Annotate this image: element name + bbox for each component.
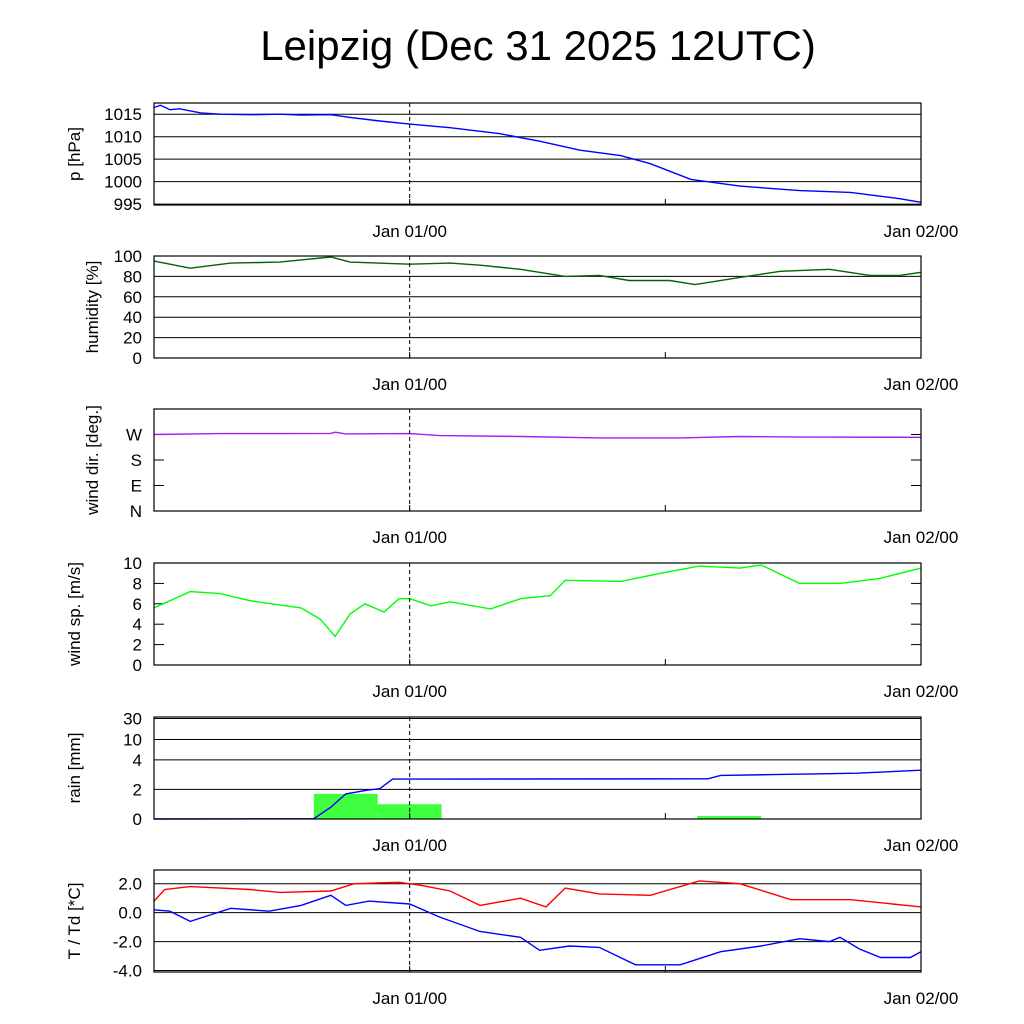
y-axis-label: rain [mm] — [65, 733, 84, 804]
panel-frame — [153, 408, 922, 512]
y-tick-label: 1010 — [104, 128, 142, 147]
y-tick-label: 0 — [133, 349, 142, 368]
x-tick-label: Jan 01/00 — [372, 682, 447, 701]
y-tick-label: 10 — [123, 554, 142, 573]
y-tick-label: 30 — [123, 710, 142, 729]
y-axis-label: humidity [%] — [83, 261, 102, 354]
x-tick-label: Jan 02/00 — [884, 528, 959, 547]
panel-frame — [153, 102, 922, 206]
y-tick-label: 2 — [133, 780, 142, 799]
y-tick-label: 20 — [123, 329, 142, 348]
panel-frame — [153, 869, 922, 973]
series-line-pressure — [153, 104, 922, 203]
panel-frame — [153, 255, 922, 359]
x-tick-label: Jan 01/00 — [372, 836, 447, 855]
y-tick-label: 1015 — [104, 105, 142, 124]
series-line-dew-point — [153, 894, 922, 966]
y-axis-label: p [hPa] — [65, 127, 84, 181]
y-tick-label: 995 — [114, 195, 142, 214]
panel-wind_speed: 108 64 20 wind sp. [m/s] Jan 01/00 Jan 02/00 — [65, 554, 958, 701]
y-axis-label: wind sp. [m/s] — [65, 562, 84, 667]
series-line-wind-direction — [153, 431, 922, 439]
precip-bar — [697, 816, 762, 819]
y-tick-label: -4.0 — [113, 962, 142, 981]
y-tick-label: 1000 — [104, 173, 142, 192]
series-line-wind-speed — [153, 564, 922, 638]
y-tick-label: 80 — [123, 267, 142, 286]
y-tick-label: 2.0 — [118, 875, 142, 894]
y-tick-label: 0.0 — [118, 904, 142, 923]
y-tick-label: 0 — [133, 656, 142, 675]
y-tick-label: 40 — [123, 308, 142, 327]
x-tick-label: Jan 01/00 — [372, 375, 447, 394]
x-tick-label: Jan 01/00 — [372, 989, 447, 1008]
y-tick-label: 60 — [123, 288, 142, 307]
x-tick-label: Jan 01/00 — [372, 528, 447, 547]
chart-title: Leipzig (Dec 31 2025 12UTC) — [260, 22, 816, 69]
x-tick-label: Jan 02/00 — [884, 989, 959, 1008]
precip-bar — [313, 793, 378, 819]
y-tick-label: W — [126, 426, 142, 445]
y-tick-label: 10 — [123, 730, 142, 749]
y-axis-label: wind dir. [deg.] — [83, 405, 102, 516]
x-tick-label: Jan 02/00 — [884, 836, 959, 855]
series-line-temperature — [153, 880, 922, 908]
y-tick-label: -2.0 — [113, 933, 142, 952]
y-axis-label: T / Td [*C] — [65, 883, 84, 960]
y-tick-label: S — [131, 451, 142, 470]
y-tick-label: E — [131, 477, 142, 496]
x-tick-label: Jan 02/00 — [884, 375, 959, 394]
x-tick-label: Jan 01/00 — [372, 222, 447, 241]
panel-temperature: 2.0 0.0 -2.0 -4.0 T / Td [*C] Jan 01/00 Jan 02… — [65, 869, 959, 1008]
y-tick-label: 4 — [133, 615, 142, 634]
x-tick-label: Jan 02/00 — [884, 222, 959, 241]
y-tick-label: 100 — [114, 247, 142, 266]
y-tick-label: 8 — [133, 574, 142, 593]
y-tick-label: 0 — [133, 810, 142, 829]
series-line-humidity — [153, 256, 922, 286]
x-tick-label: Jan 02/00 — [884, 682, 959, 701]
panel-frame — [153, 716, 922, 820]
y-tick-label: N — [130, 502, 142, 521]
y-tick-label: 1005 — [104, 150, 142, 169]
panel-pressure: 1015 1010 1005 1000 995 p [hPa] Jan 01/00 Jan 0… — [65, 102, 959, 241]
y-tick-label: 6 — [133, 595, 142, 614]
y-tick-label: 2 — [133, 636, 142, 655]
series-line-accumulated-precipitation — [153, 769, 922, 820]
y-tick-label: 4 — [133, 751, 142, 770]
panel-frame — [153, 562, 922, 666]
